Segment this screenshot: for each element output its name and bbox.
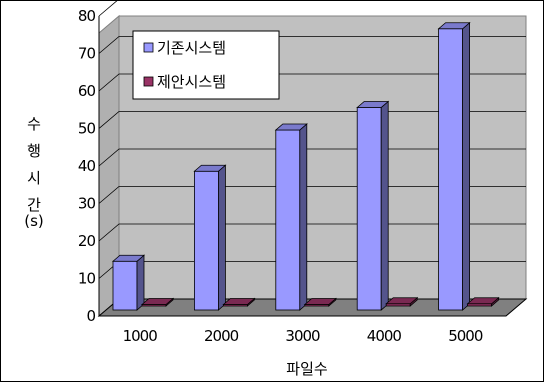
bar-proposed-5000 xyxy=(466,296,500,307)
bar-side xyxy=(299,123,308,311)
gridline xyxy=(98,111,526,129)
y-tick-label: 60 xyxy=(78,82,96,100)
bar-side xyxy=(217,164,226,311)
y-axis-label-line-3: 시 xyxy=(27,169,41,187)
y-tick-label: 80 xyxy=(78,7,96,25)
y-axis-label-line-4: 간 xyxy=(27,196,41,214)
y-tick-label: 20 xyxy=(78,232,96,250)
gridline xyxy=(98,148,526,167)
x-tick-label: 5000 xyxy=(448,327,483,345)
gridline xyxy=(98,1,118,17)
x-tick-label: 1000 xyxy=(123,327,158,345)
x-tick-label: 3000 xyxy=(285,327,320,345)
y-tick-label: 0 xyxy=(86,307,95,325)
bar-top xyxy=(466,297,500,305)
bar-top xyxy=(356,101,390,108)
bar-top xyxy=(193,164,227,172)
bar-top xyxy=(437,22,471,30)
bar-top xyxy=(222,298,256,305)
bar-top xyxy=(385,297,419,305)
bar-face xyxy=(356,107,382,311)
gridline xyxy=(98,186,526,204)
legend-label-proposed-system: 제안시스템 xyxy=(157,73,226,91)
bar-existing-3000 xyxy=(274,123,308,311)
bar-top xyxy=(140,298,175,305)
y-axis-label-line-1: 수 xyxy=(27,115,41,133)
gridline xyxy=(98,73,526,92)
bar-proposed-1000 xyxy=(140,297,175,307)
bar-face xyxy=(275,129,301,311)
bar-side xyxy=(136,254,145,311)
legend-label-existing-system: 기존시스템 xyxy=(157,39,226,57)
legend: 기존시스템 제안시스템 xyxy=(132,30,280,100)
bar-top xyxy=(111,254,146,262)
x-axis-ticks: 1000 2000 3000 4000 5000 xyxy=(123,327,484,345)
y-axis-label-line-2: 행 xyxy=(27,142,41,160)
legend-box xyxy=(132,30,280,100)
gridline xyxy=(98,36,526,54)
bar-proposed-3000 xyxy=(303,297,337,307)
bar-side xyxy=(380,100,389,311)
x-axis-label: 파일수 xyxy=(286,360,327,378)
y-tick-label: 40 xyxy=(78,157,96,175)
legend-swatch-existing-system xyxy=(143,42,154,53)
legend-swatch-proposed-system xyxy=(143,76,154,87)
bars xyxy=(111,21,500,311)
bar-side xyxy=(462,21,471,311)
bar-proposed-2000 xyxy=(222,297,256,307)
bar-face xyxy=(112,260,138,311)
y-tick-label: 70 xyxy=(78,45,96,63)
y-axis-label-line-5: (s) xyxy=(24,212,44,230)
bar-face xyxy=(193,170,219,311)
bar-face xyxy=(438,28,464,311)
y-tick-label: 30 xyxy=(78,195,96,213)
bar-existing-1000 xyxy=(111,254,146,311)
bar-top xyxy=(303,298,337,305)
bar-existing-2000 xyxy=(193,164,227,311)
bar-existing-4000 xyxy=(356,100,390,311)
x-tick-label: 2000 xyxy=(204,327,239,345)
gridline xyxy=(98,223,526,242)
y-axis-ticks: 0 10 20 30 40 50 60 70 80 xyxy=(78,7,100,325)
bar-proposed-4000 xyxy=(385,296,419,307)
bar-existing-5000 xyxy=(437,21,471,311)
y-tick-label: 10 xyxy=(78,270,96,288)
x-tick-label: 4000 xyxy=(367,327,402,345)
y-tick-label: 50 xyxy=(78,120,96,138)
bar-top xyxy=(274,123,308,131)
